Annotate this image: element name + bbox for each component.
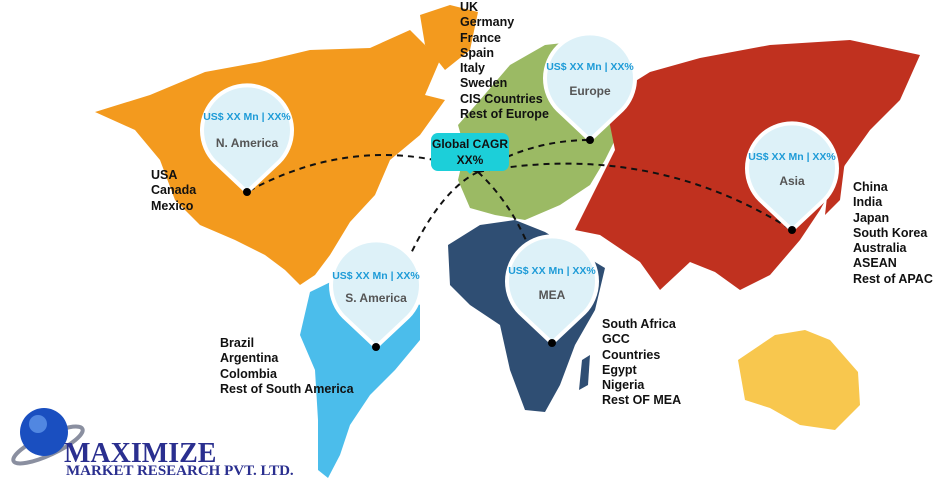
- mea-countries: South Africa GCC Countries Egypt Nigeria…: [602, 317, 681, 409]
- country-item: Rest of South America: [220, 381, 354, 396]
- asia-countries: China India Japan South Korea Australia …: [853, 180, 933, 287]
- north-america-label: N. America: [215, 136, 279, 150]
- country-item: Colombia: [220, 366, 277, 381]
- country-item: Spain: [460, 45, 495, 60]
- country-item: Australia: [853, 241, 907, 256]
- greenland-shape: [420, 5, 478, 70]
- country-item: CIS Countries: [460, 91, 543, 106]
- south-america-countries: Brazil Argentina Colombia Rest of South …: [220, 336, 354, 397]
- country-item: France: [460, 30, 501, 45]
- global-cagr-value: XX%: [456, 153, 484, 167]
- country-item: Argentina: [220, 351, 279, 366]
- country-item: Japan: [853, 210, 890, 225]
- country-item: Mexico: [151, 198, 194, 213]
- global-cagr-badge: Global CAGR XX%: [431, 133, 509, 174]
- country-item: South Korea: [853, 225, 928, 240]
- pin-south-america[interactable]: [329, 238, 423, 350]
- europe-countries: UK Germany France Spain Italy Sweden CIS…: [460, 0, 549, 122]
- country-item: Sweden: [460, 76, 508, 91]
- pin-dot-europe: [586, 136, 594, 144]
- mea-value: US$ XX Mn | XX%: [508, 265, 596, 277]
- pin-dot-asia: [788, 226, 796, 234]
- asia-value: US$ XX Mn | XX%: [748, 151, 836, 163]
- country-item: Brazil: [220, 336, 255, 350]
- south-america-label: S. America: [345, 291, 407, 305]
- line-to-south-america: [375, 171, 479, 348]
- pin-dot-south-america: [372, 343, 380, 351]
- country-item: South Africa: [602, 317, 676, 331]
- country-item: ASEAN: [853, 256, 897, 271]
- pin-asia[interactable]: [745, 121, 839, 233]
- logo-subtitle: MARKET RESEARCH PVT. LTD.: [66, 463, 294, 479]
- country-item: Italy: [460, 61, 486, 76]
- madagascar-shape: [579, 355, 590, 390]
- europe-label: Europe: [569, 84, 611, 98]
- pin-dot-north-america: [243, 188, 251, 196]
- country-item: USA: [151, 168, 178, 182]
- pins: [200, 31, 839, 350]
- pin-mea[interactable]: [505, 234, 599, 346]
- north-america-value: US$ XX Mn | XX%: [203, 111, 291, 123]
- pin-europe[interactable]: [543, 31, 637, 143]
- logo-name: MAXIMIZE: [64, 438, 217, 469]
- country-item: Egypt: [602, 362, 637, 377]
- australia-shape: [738, 330, 860, 430]
- pin-north-america[interactable]: [200, 83, 294, 195]
- south-america-value: US$ XX Mn | XX%: [332, 270, 420, 282]
- country-item: Rest of Europe: [460, 107, 549, 122]
- mea-label: MEA: [538, 288, 566, 302]
- logo-globe-icon: [11, 408, 85, 466]
- country-item: UK: [460, 0, 479, 14]
- line-to-asia: [477, 162, 793, 231]
- country-item: Canada: [151, 183, 197, 198]
- europe-value: US$ XX Mn | XX%: [546, 61, 634, 73]
- country-item: Countries: [602, 347, 661, 362]
- country-item: India: [853, 195, 883, 210]
- pin-dot-mea: [548, 339, 556, 347]
- country-item: Germany: [460, 15, 515, 30]
- country-item: Rest OF MEA: [602, 393, 682, 408]
- country-item: Nigeria: [602, 378, 645, 393]
- country-item: Rest of APAC: [853, 271, 933, 286]
- asia-label: Asia: [779, 174, 805, 188]
- country-item: China: [853, 180, 888, 194]
- north-america-countries: USA Canada Mexico: [151, 168, 196, 214]
- country-item: GCC: [602, 332, 630, 347]
- global-cagr-title: Global CAGR: [431, 137, 508, 151]
